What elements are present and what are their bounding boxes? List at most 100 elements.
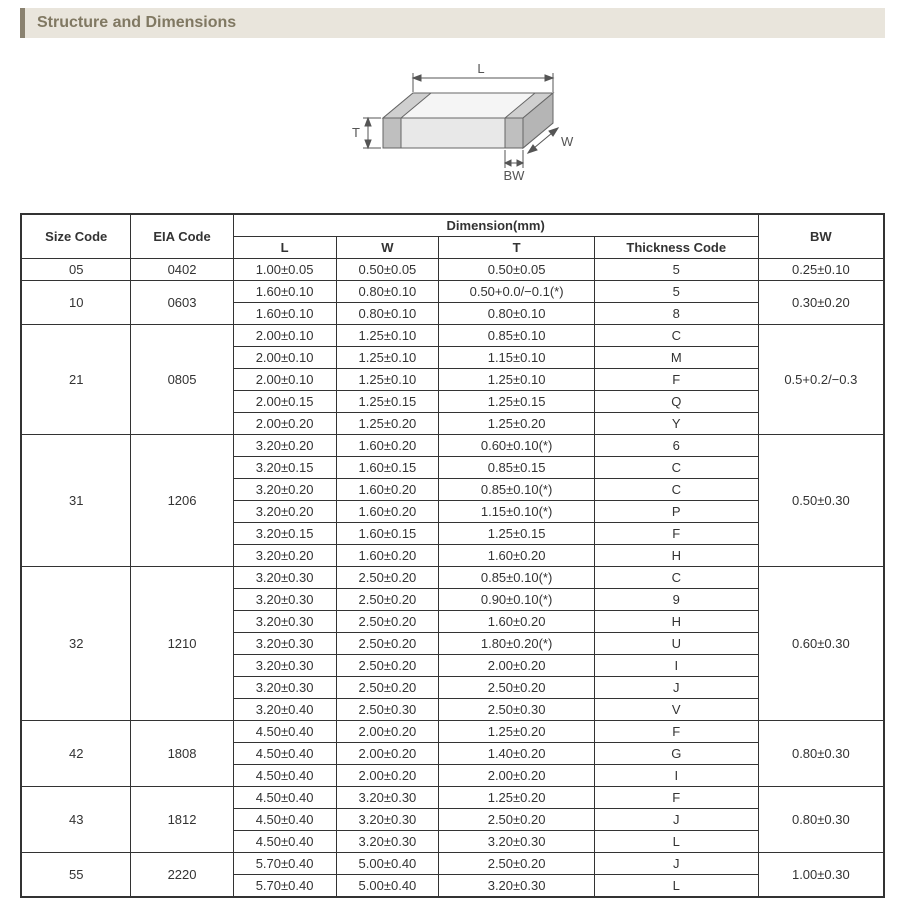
cell-size-code: 10 (21, 281, 131, 325)
cell-l: 3.20±0.30 (233, 611, 336, 633)
cell-l: 2.00±0.10 (233, 347, 336, 369)
cell-tc: J (594, 809, 758, 831)
cell-l: 2.00±0.10 (233, 369, 336, 391)
cell-size-code: 21 (21, 325, 131, 435)
dimension-table: Size Code EIA Code Dimension(mm) BW L W … (20, 213, 885, 898)
cell-w: 2.00±0.20 (336, 765, 439, 787)
cell-l: 3.20±0.15 (233, 523, 336, 545)
cell-w: 2.00±0.20 (336, 721, 439, 743)
cell-tc: U (594, 633, 758, 655)
cell-w: 1.25±0.20 (336, 413, 439, 435)
cell-l: 3.20±0.20 (233, 435, 336, 457)
cell-t: 2.50±0.20 (439, 853, 595, 875)
cell-t: 1.15±0.10(*) (439, 501, 595, 523)
cell-bw: 0.80±0.30 (758, 721, 884, 787)
col-dimension: Dimension(mm) (233, 214, 758, 237)
cell-eia-code: 0402 (131, 259, 233, 281)
cell-t: 1.25±0.15 (439, 523, 595, 545)
table-row: 0504021.00±0.050.50±0.050.50±0.0550.25±0… (21, 259, 884, 281)
cell-l: 1.60±0.10 (233, 303, 336, 325)
cell-tc: L (594, 831, 758, 853)
cell-tc: I (594, 765, 758, 787)
cell-t: 1.15±0.10 (439, 347, 595, 369)
cell-w: 0.80±0.10 (336, 303, 439, 325)
cell-w: 1.60±0.20 (336, 479, 439, 501)
cell-l: 4.50±0.40 (233, 765, 336, 787)
cell-tc: F (594, 523, 758, 545)
cell-t: 0.90±0.10(*) (439, 589, 595, 611)
cell-tc: F (594, 369, 758, 391)
cell-w: 1.25±0.15 (336, 391, 439, 413)
cell-t: 0.60±0.10(*) (439, 435, 595, 457)
table-row: 3112063.20±0.201.60±0.200.60±0.10(*)60.5… (21, 435, 884, 457)
table-row: 4318124.50±0.403.20±0.301.25±0.20F0.80±0… (21, 787, 884, 809)
cell-t: 1.25±0.20 (439, 721, 595, 743)
cell-l: 2.00±0.20 (233, 413, 336, 435)
cell-t: 2.50±0.30 (439, 699, 595, 721)
cell-w: 2.50±0.20 (336, 589, 439, 611)
cell-tc: Q (594, 391, 758, 413)
cell-size-code: 32 (21, 567, 131, 721)
cell-bw: 0.80±0.30 (758, 787, 884, 853)
cell-tc: C (594, 567, 758, 589)
cell-l: 4.50±0.40 (233, 721, 336, 743)
cell-t: 3.20±0.30 (439, 831, 595, 853)
table-row: 3212103.20±0.302.50±0.200.85±0.10(*)C0.6… (21, 567, 884, 589)
table-row: 2108052.00±0.101.25±0.100.85±0.10C0.5+0.… (21, 325, 884, 347)
cell-tc: H (594, 611, 758, 633)
cell-bw: 0.5+0.2/−0.3 (758, 325, 884, 435)
cell-l: 4.50±0.40 (233, 787, 336, 809)
cell-l: 4.50±0.40 (233, 831, 336, 853)
cell-w: 1.25±0.10 (336, 369, 439, 391)
cell-t: 2.50±0.20 (439, 677, 595, 699)
cell-tc: Y (594, 413, 758, 435)
diagram-label-l: L (477, 61, 484, 76)
cell-tc: F (594, 721, 758, 743)
cell-t: 1.25±0.10 (439, 369, 595, 391)
cell-eia-code: 1812 (131, 787, 233, 853)
cell-l: 5.70±0.40 (233, 853, 336, 875)
diagram-label-t: T (352, 125, 360, 140)
table-row: 5522205.70±0.405.00±0.402.50±0.20J1.00±0… (21, 853, 884, 875)
cell-w: 0.80±0.10 (336, 281, 439, 303)
cell-l: 1.60±0.10 (233, 281, 336, 303)
col-t: T (439, 237, 595, 259)
cell-l: 3.20±0.15 (233, 457, 336, 479)
cell-l: 2.00±0.15 (233, 391, 336, 413)
cell-tc: P (594, 501, 758, 523)
cell-t: 1.80±0.20(*) (439, 633, 595, 655)
cell-l: 3.20±0.30 (233, 655, 336, 677)
cell-size-code: 31 (21, 435, 131, 567)
cell-size-code: 55 (21, 853, 131, 898)
cell-size-code: 43 (21, 787, 131, 853)
cell-t: 1.60±0.20 (439, 611, 595, 633)
cell-t: 0.85±0.10(*) (439, 479, 595, 501)
cell-l: 3.20±0.20 (233, 501, 336, 523)
cell-tc: V (594, 699, 758, 721)
cell-l: 2.00±0.10 (233, 325, 336, 347)
cell-w: 1.60±0.15 (336, 457, 439, 479)
cell-w: 2.50±0.20 (336, 655, 439, 677)
cell-t: 2.00±0.20 (439, 765, 595, 787)
cell-tc: F (594, 787, 758, 809)
cell-t: 1.60±0.20 (439, 545, 595, 567)
cell-w: 1.25±0.10 (336, 347, 439, 369)
cell-tc: 5 (594, 281, 758, 303)
cell-tc: 6 (594, 435, 758, 457)
cell-tc: H (594, 545, 758, 567)
cell-tc: J (594, 677, 758, 699)
cell-l: 3.20±0.30 (233, 589, 336, 611)
cell-eia-code: 1808 (131, 721, 233, 787)
col-size-code: Size Code (21, 214, 131, 259)
cell-w: 1.60±0.20 (336, 501, 439, 523)
cell-tc: C (594, 479, 758, 501)
cell-w: 2.00±0.20 (336, 743, 439, 765)
cell-w: 2.50±0.30 (336, 699, 439, 721)
cell-tc: 9 (594, 589, 758, 611)
cell-l: 3.20±0.40 (233, 699, 336, 721)
cell-l: 5.70±0.40 (233, 875, 336, 898)
cell-bw: 0.30±0.20 (758, 281, 884, 325)
cell-w: 1.60±0.20 (336, 545, 439, 567)
cell-tc: J (594, 853, 758, 875)
cell-l: 3.20±0.20 (233, 545, 336, 567)
